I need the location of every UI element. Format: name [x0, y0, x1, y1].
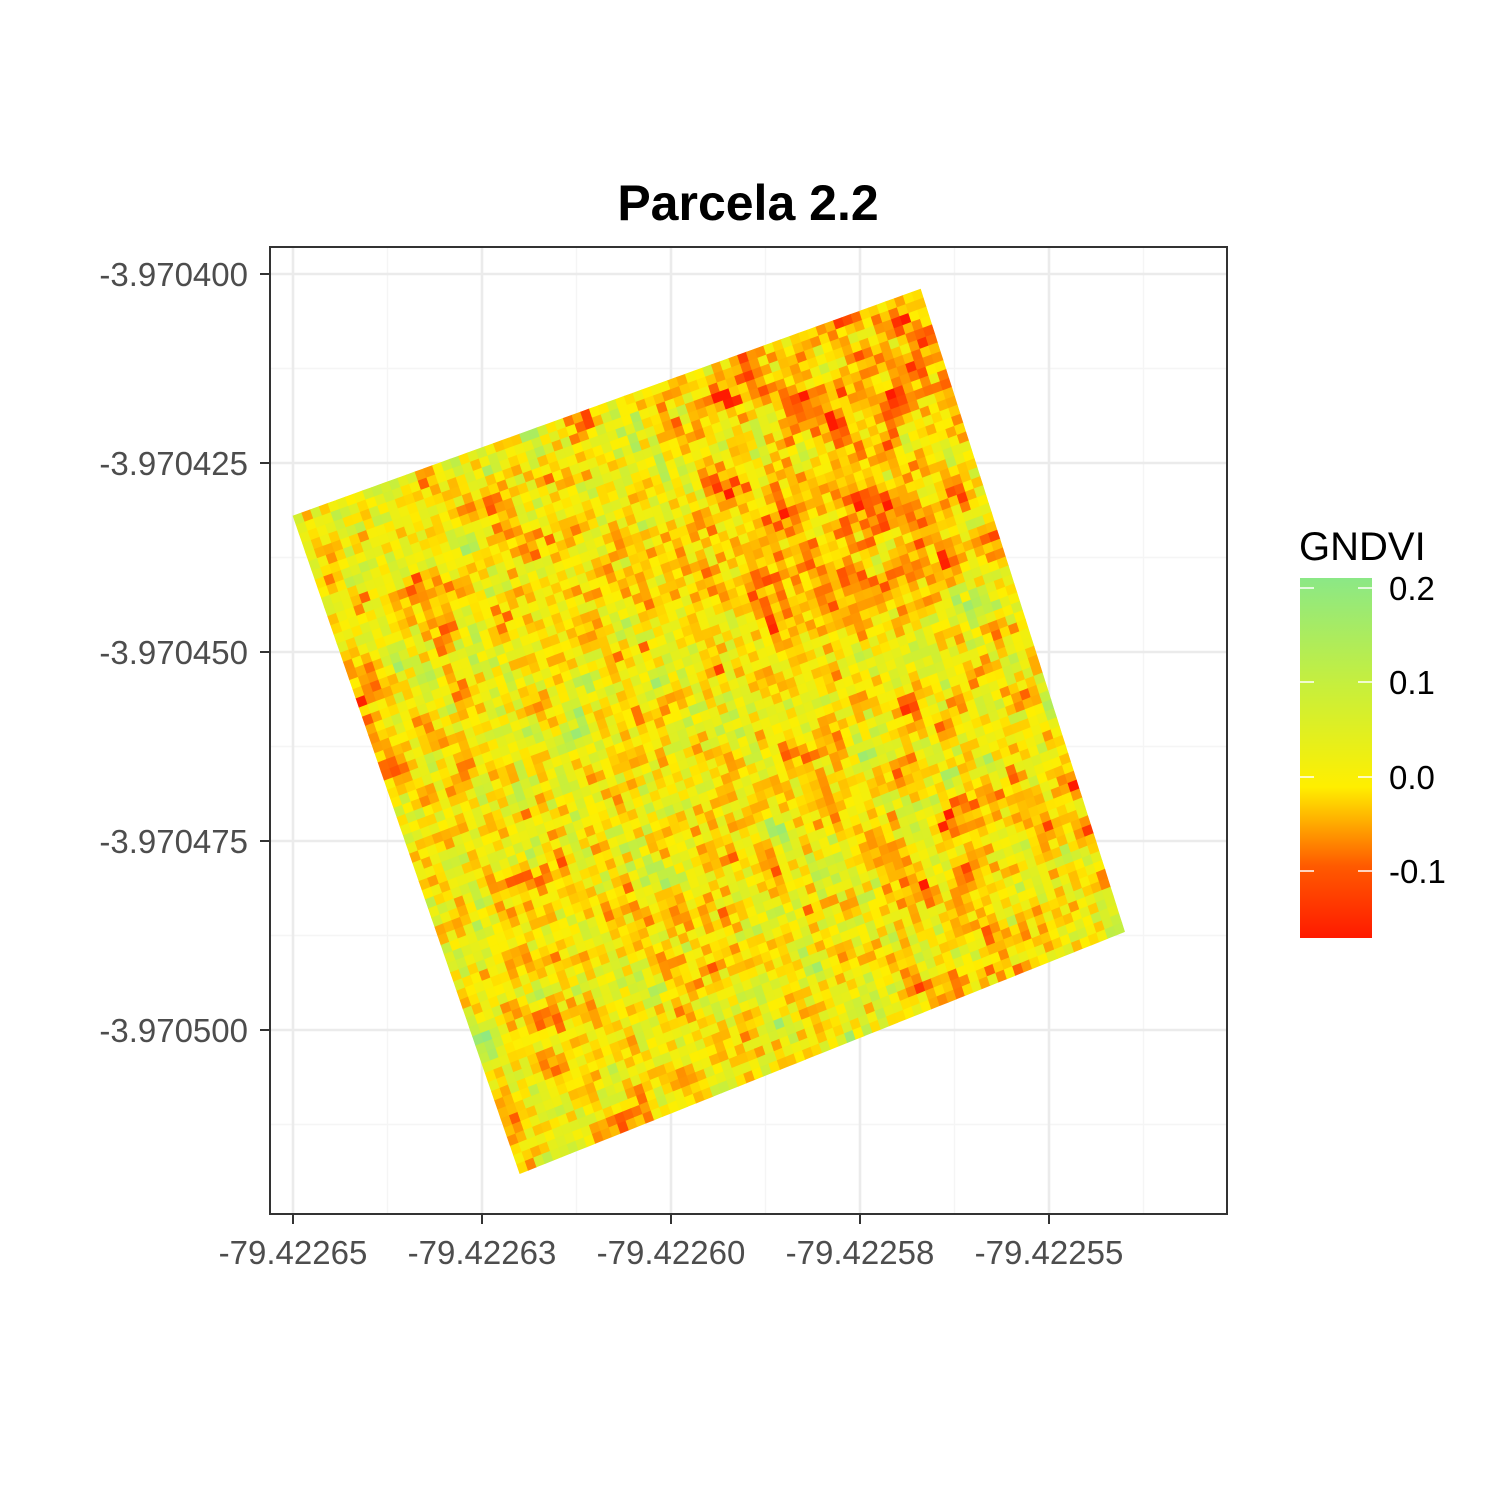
gndvi-raster — [292, 288, 1125, 1174]
chart-title: Parcela 2.2 — [617, 175, 878, 231]
